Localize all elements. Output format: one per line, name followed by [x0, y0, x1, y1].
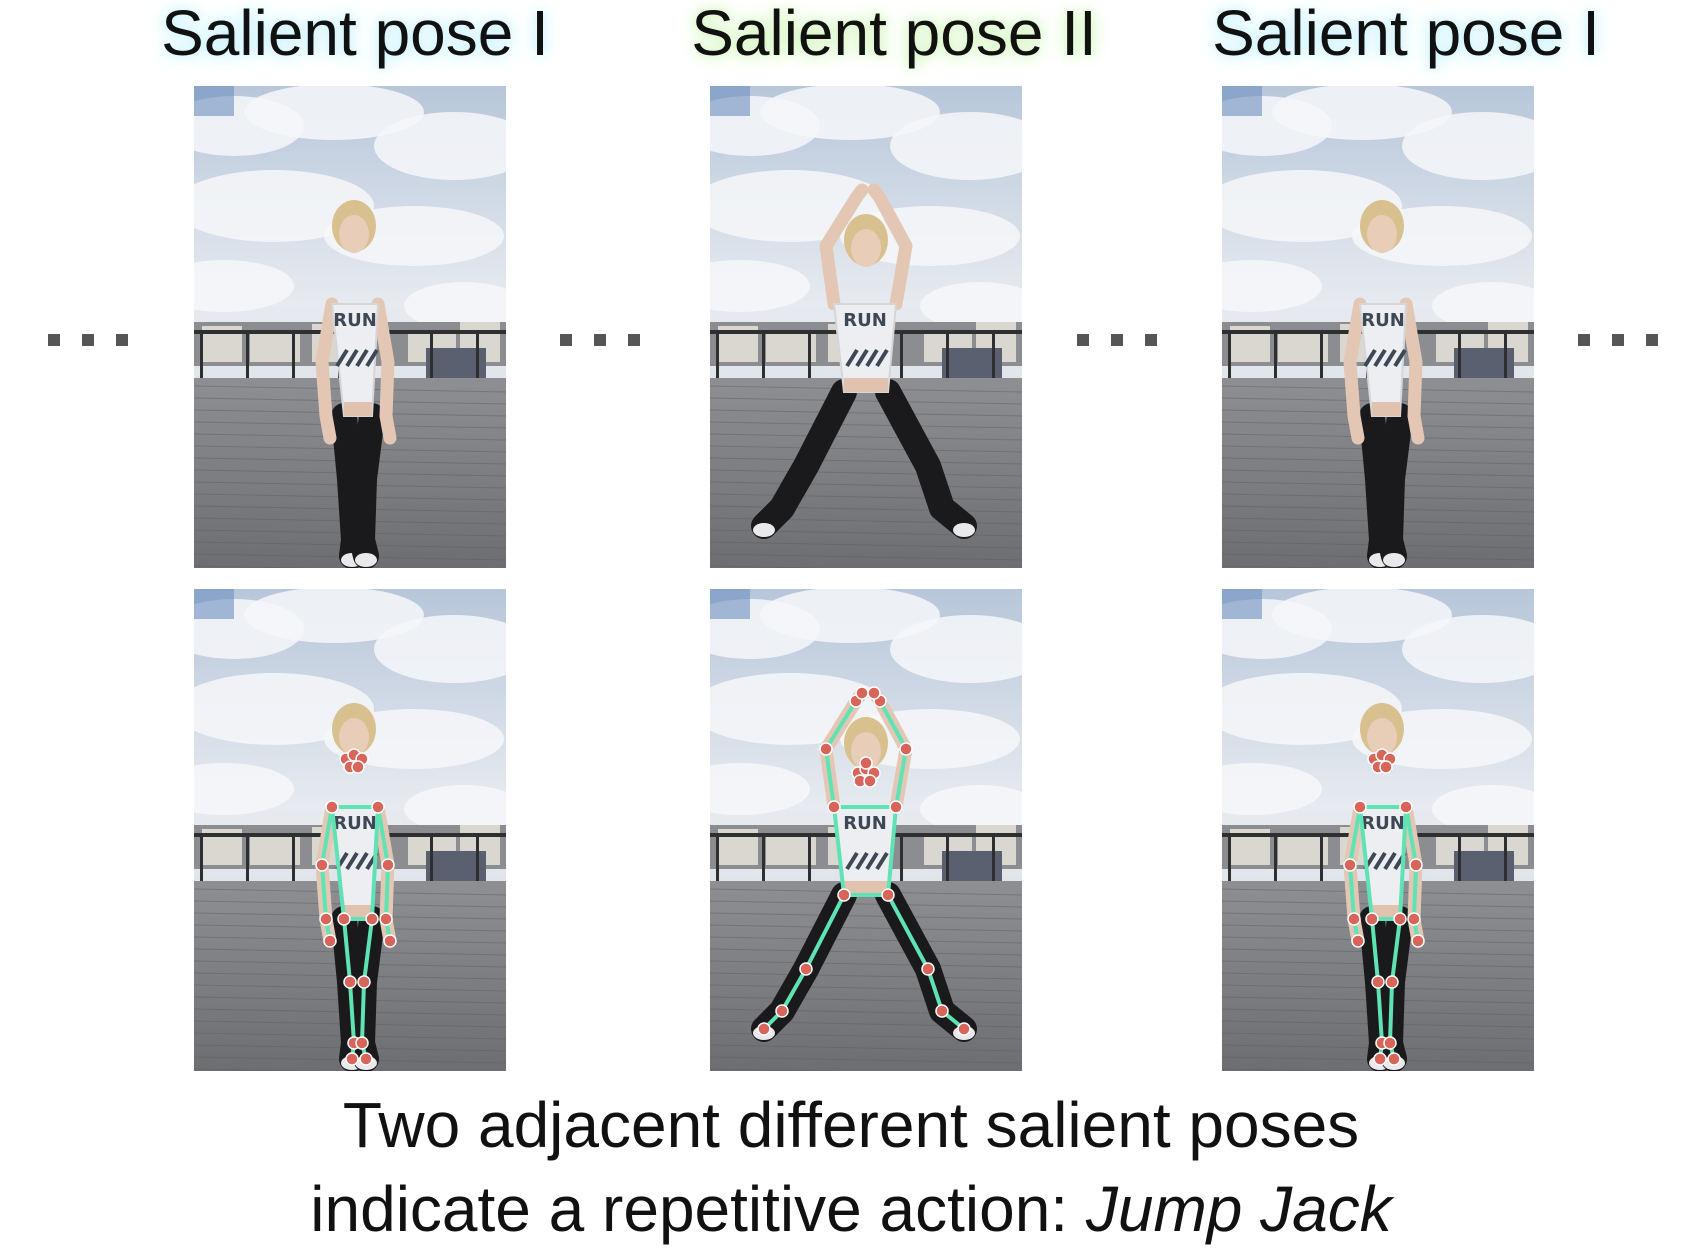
title-salient-pose-1-right: Salient pose I — [1212, 0, 1600, 69]
frame-bottom-left: RUN — [194, 589, 506, 1071]
caption-line-2-prefix: indicate a repetitive action: — [310, 1173, 1086, 1245]
shirt-text: RUN — [843, 813, 887, 834]
ellipsis-mid-right — [1077, 334, 1157, 348]
frame-image: RUN — [1222, 86, 1534, 568]
frame-image: RUN — [710, 589, 1022, 1071]
title-salient-pose-2: Salient pose II — [691, 0, 1097, 69]
caption-line-2: indicate a repetitive action: Jump Jack — [0, 1172, 1702, 1246]
frame-top-right: RUN — [1222, 86, 1534, 568]
caption-action-name: Jump Jack — [1085, 1173, 1392, 1245]
shirt-text: RUN — [333, 813, 377, 834]
shirt-text: RUN — [1361, 310, 1405, 331]
shirt-text: RUN — [843, 310, 887, 331]
shirt-text: RUN — [1361, 813, 1405, 834]
frame-bottom-middle: RUN — [710, 589, 1022, 1071]
ellipsis-mid-left — [560, 334, 640, 348]
caption-line-1: Two adjacent different salient poses — [342, 1089, 1360, 1161]
frame-image: RUN — [1222, 589, 1534, 1071]
frame-top-middle: RUN — [710, 86, 1022, 568]
frame-image: RUN — [710, 86, 1022, 568]
frame-top-left: RUN — [194, 86, 506, 568]
frame-image: RUN — [194, 589, 506, 1071]
title-salient-pose-1-left: Salient pose I — [161, 0, 549, 69]
ellipsis-right — [1578, 334, 1658, 348]
frame-bottom-right: RUN — [1222, 589, 1534, 1071]
ellipsis-left — [48, 334, 128, 348]
frame-image: RUN — [194, 86, 506, 568]
shirt-text: RUN — [333, 310, 377, 331]
